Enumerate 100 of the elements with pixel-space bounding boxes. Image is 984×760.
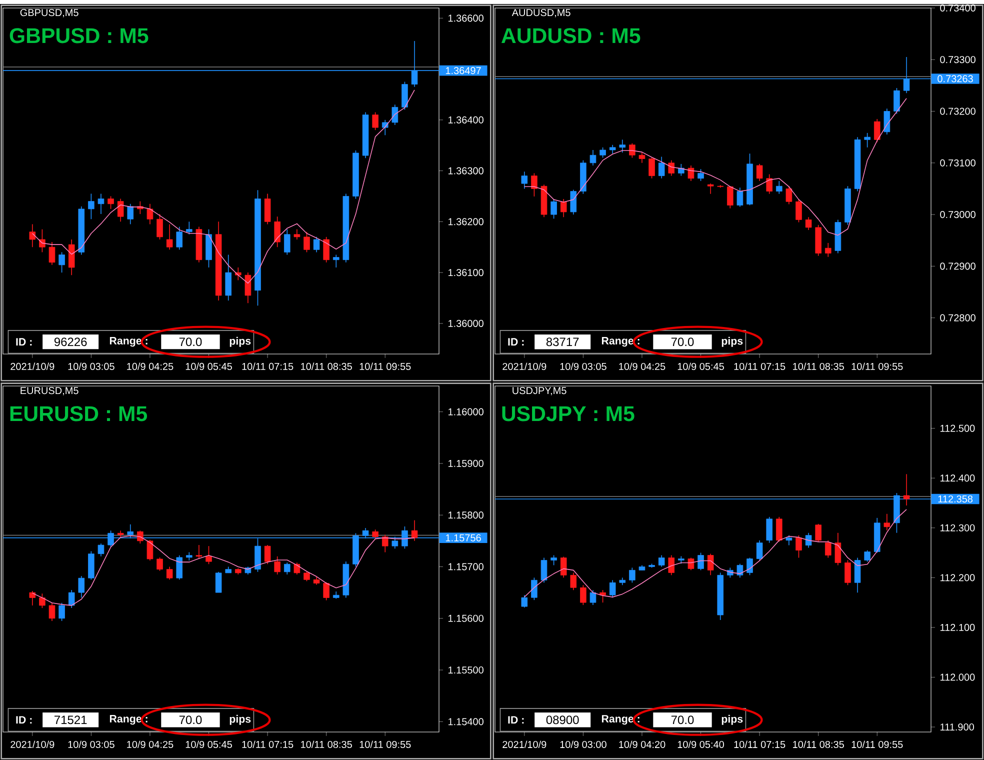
candlestick (304, 231, 310, 253)
candlestick (323, 236, 330, 263)
candlestick (668, 160, 675, 176)
y-tick-label: 0.73100 (940, 159, 976, 166)
annotation: pips (230, 714, 251, 725)
candlestick (766, 516, 772, 544)
annotation: 08900 (546, 716, 579, 724)
candlestick (903, 474, 910, 506)
x-tick-label: 10/9 04:25 (619, 362, 666, 370)
x-tick-label: 10/9 03:05 (560, 362, 606, 370)
y-tick-label: 1.36600 (448, 14, 484, 22)
candlestick (550, 554, 557, 566)
candlestick (864, 132, 870, 148)
ref-line-label: 1.36497 (446, 67, 481, 74)
candlestick (531, 577, 538, 600)
y-tick-label: 0.73000 (940, 211, 976, 218)
y-tick-label: 0.73400 (940, 4, 976, 12)
candlestick (698, 168, 704, 182)
annotation: Range : (602, 715, 640, 725)
x-tick-label: 10/11 07:15 (242, 740, 294, 748)
candlestick (284, 228, 290, 256)
ref-line-label: 0.73263 (938, 75, 973, 82)
candlestick (264, 193, 271, 225)
candlestick (776, 516, 782, 542)
x-tick-label: 10/9 05:45 (678, 362, 724, 370)
annotation: ID : (16, 338, 32, 346)
x-tick-label: 10/11 08:35 (793, 362, 844, 370)
x-tick-label: 10/11 07:15 (242, 362, 294, 370)
candlestick (825, 540, 832, 558)
candlestick (648, 157, 655, 179)
candlestick (68, 590, 75, 608)
candlestick (304, 571, 310, 582)
y-tick-label: 112.300 (940, 524, 975, 532)
candlestick (619, 139, 626, 153)
candlestick (600, 147, 606, 158)
candlestick (29, 590, 36, 606)
candlestick (815, 523, 822, 542)
annotation: Range : (110, 337, 148, 347)
candlestick (294, 562, 300, 575)
text: EURUSD : M5 (10, 406, 148, 422)
candlestick (264, 544, 271, 565)
candlestick (411, 520, 418, 542)
candlestick (402, 81, 408, 110)
candlestick (146, 203, 154, 225)
y-tick-label: 112.100 (940, 624, 975, 631)
candlestick (98, 193, 104, 214)
candlestick (796, 534, 802, 558)
candlestick (668, 554, 675, 576)
annotation: 71521 (54, 716, 87, 724)
y-tick-label: 112.200 (940, 574, 975, 582)
candlestick (215, 571, 222, 593)
candlestick (166, 224, 173, 250)
candlestick (707, 183, 714, 194)
x-tick-label: 10/9 03:00 (560, 740, 606, 748)
text: GBPUSD : M5 (10, 28, 148, 44)
candlestick (313, 236, 320, 253)
candlestick (874, 118, 880, 143)
candlestick (884, 108, 890, 135)
candlestick (727, 186, 734, 209)
y-tick-label: 1.36200 (448, 218, 484, 226)
y-tick-label: 1.36100 (448, 269, 484, 276)
candlestick (225, 254, 232, 301)
candlestick (854, 557, 861, 593)
y-tick-label: 1.15500 (448, 666, 484, 674)
y-tick-label: 0.72900 (940, 262, 976, 270)
candlestick (531, 172, 538, 197)
candlestick (58, 602, 65, 622)
candlestick (688, 165, 694, 182)
chart-title: AUDUSD,M5 (512, 9, 570, 18)
candlestick (284, 562, 290, 575)
candlestick (39, 228, 46, 253)
candlestick (196, 544, 202, 560)
candlestick (864, 550, 870, 562)
y-tick-label: 1.36000 (448, 320, 484, 327)
annotation: ID : (508, 716, 524, 724)
candlestick (658, 554, 665, 568)
candlestick (98, 543, 104, 557)
ref-line-label: 1.15756 (446, 534, 481, 542)
candlestick (560, 556, 567, 578)
candlestick (372, 112, 378, 130)
chart-title: GBPUSD,M5 (20, 9, 78, 18)
candlestick (638, 152, 646, 164)
annotation: ID : (508, 338, 524, 346)
x-tick-label: 10/11 07:15 (734, 740, 786, 748)
annotation: 83717 (546, 338, 579, 346)
annotation: 70.0 (179, 716, 202, 724)
candlestick (805, 216, 812, 230)
x-tick-label: 10/11 08:35 (301, 362, 352, 370)
y-tick-label: 111.900 (940, 723, 974, 731)
candlestick (560, 198, 567, 218)
chart-title: USDJPY,M5 (512, 387, 566, 396)
candlestick (776, 180, 782, 194)
candlestick (550, 198, 557, 220)
annotation: 70.0 (671, 338, 694, 346)
candlestick (156, 214, 163, 240)
x-tick-label: 10/9 04:25 (127, 740, 174, 748)
y-tick-label: 1.15400 (448, 718, 484, 726)
x-tick-label: 2021/10/9 (10, 740, 54, 748)
x-tick-label: 10/11 09:55 (852, 362, 903, 370)
x-tick-label: 10/11 09:55 (852, 740, 903, 748)
